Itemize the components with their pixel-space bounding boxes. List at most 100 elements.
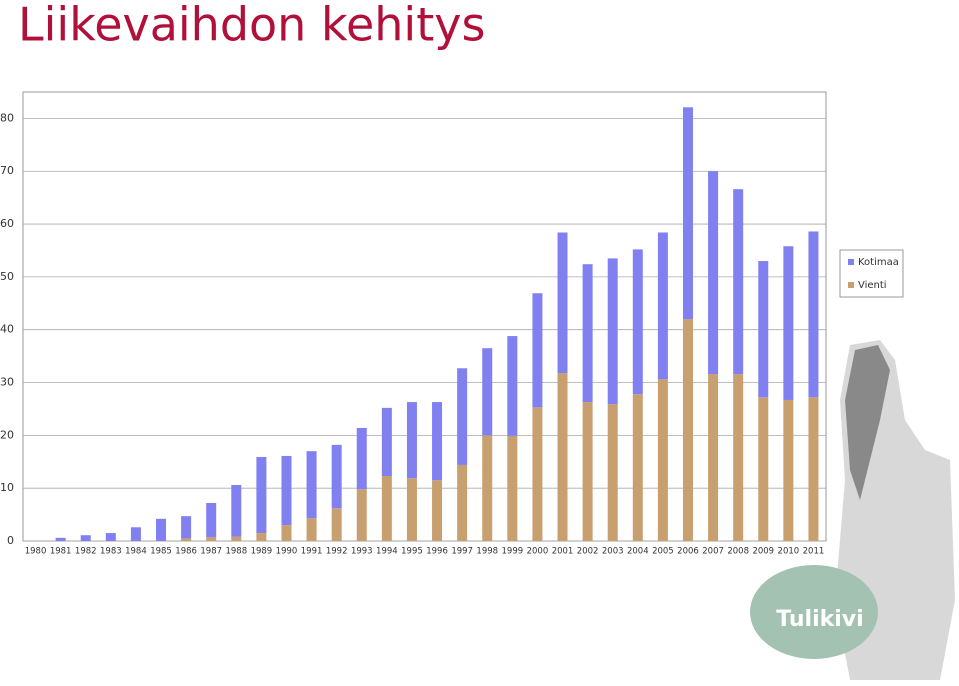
bar — [156, 518, 167, 541]
bar — [708, 171, 719, 375]
bar — [532, 407, 543, 541]
bar — [808, 231, 819, 398]
y-tick-label: 70 — [0, 164, 14, 177]
bar — [657, 232, 668, 380]
bar — [507, 435, 518, 541]
bar — [256, 457, 267, 534]
bar — [406, 402, 417, 479]
bar — [607, 404, 618, 541]
x-tick-label: 2003 — [602, 547, 624, 557]
bar — [231, 485, 242, 537]
legend-swatch — [848, 282, 854, 288]
bar — [331, 508, 342, 541]
bar — [356, 489, 367, 541]
x-tick-label: 2007 — [702, 547, 724, 557]
bar — [607, 258, 618, 405]
logo-badge — [750, 565, 878, 659]
x-tick-label: 1999 — [502, 547, 524, 557]
bar — [130, 527, 141, 541]
x-tick-label: 1987 — [200, 547, 222, 557]
bar — [331, 444, 342, 509]
bar — [632, 394, 643, 541]
x-tick-label: 1992 — [326, 547, 348, 557]
y-tick-label: 0 — [7, 534, 14, 547]
bar — [532, 293, 543, 408]
x-tick-label: 2008 — [727, 547, 749, 557]
bar — [105, 533, 116, 541]
legend-label: Vienti — [858, 280, 887, 291]
bar — [582, 264, 593, 403]
x-tick-label: 1994 — [376, 547, 398, 557]
x-tick-label: 1997 — [451, 547, 473, 557]
bar — [557, 373, 568, 541]
x-tick-label: 2010 — [778, 547, 800, 557]
bar — [482, 435, 493, 541]
x-tick-label: 2002 — [577, 547, 599, 557]
y-tick-label: 60 — [0, 217, 14, 230]
bar — [281, 525, 292, 541]
bar — [733, 374, 744, 541]
x-tick-label: 1984 — [125, 547, 147, 557]
bar — [206, 537, 217, 541]
bar — [406, 478, 417, 541]
bar — [306, 518, 317, 541]
bar — [708, 374, 719, 541]
y-tick-label: 40 — [0, 323, 14, 336]
chart-title: Liikevaihdon kehitys — [18, 0, 485, 52]
x-tick-label: 2000 — [527, 547, 549, 557]
bar — [281, 455, 292, 526]
x-tick-label: 2004 — [627, 547, 649, 557]
bar — [432, 402, 443, 481]
x-tick-label: 2005 — [652, 547, 674, 557]
x-tick-label: 1990 — [276, 547, 298, 557]
x-tick-label: 1998 — [476, 547, 498, 557]
y-tick-label: 50 — [0, 270, 14, 283]
x-tick-label: 2001 — [552, 547, 574, 557]
x-tick-label: 2011 — [803, 547, 825, 557]
x-tick-label: 2009 — [752, 547, 774, 557]
y-tick-label: 10 — [0, 481, 14, 494]
x-tick-label: 1981 — [50, 547, 72, 557]
x-tick-label: 1980 — [25, 547, 47, 557]
x-tick-label: 1982 — [75, 547, 97, 557]
bar — [783, 246, 794, 400]
bar — [256, 533, 267, 541]
bar — [482, 348, 493, 436]
x-tick-label: 1983 — [100, 547, 122, 557]
bar — [657, 379, 668, 541]
x-tick-label: 1986 — [175, 547, 197, 557]
bar — [682, 107, 693, 320]
bar — [181, 516, 192, 539]
bar — [557, 232, 568, 374]
legend-box — [839, 249, 904, 298]
y-tick-label: 20 — [0, 428, 14, 441]
y-tick-label: 80 — [0, 111, 14, 124]
bar — [733, 189, 744, 375]
bar — [582, 402, 593, 541]
y-tick-label: 30 — [0, 376, 14, 389]
bar — [758, 261, 769, 398]
bar — [632, 249, 643, 395]
bar — [55, 537, 66, 541]
bar — [507, 336, 518, 436]
bar — [432, 480, 443, 541]
x-tick-label: 2006 — [677, 547, 699, 557]
bar — [381, 407, 392, 477]
bar — [783, 399, 794, 541]
bar — [457, 464, 468, 541]
x-tick-label: 1989 — [251, 547, 273, 557]
bar — [206, 502, 217, 538]
bar — [356, 427, 367, 490]
plot-area — [22, 91, 827, 542]
legend-label: Kotimaa — [858, 257, 899, 268]
x-tick-label: 1995 — [401, 547, 423, 557]
bar — [682, 319, 693, 541]
x-tick-label: 1993 — [351, 547, 373, 557]
bar — [457, 368, 468, 465]
bar — [80, 535, 91, 541]
bar — [381, 476, 392, 541]
bar — [231, 536, 242, 541]
logo-text: Tulikivi — [776, 607, 863, 632]
